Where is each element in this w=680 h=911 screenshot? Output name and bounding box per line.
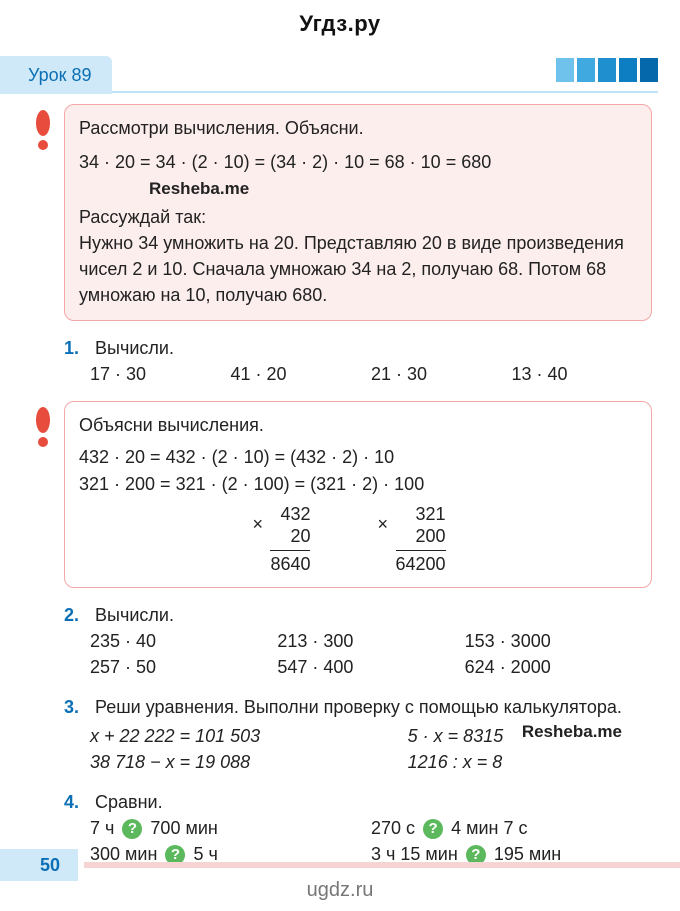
equation: 38 718 − x = 19 088: [90, 749, 408, 775]
equation: 1216 : x = 8: [408, 749, 652, 775]
right-val: 700 мин: [150, 818, 217, 838]
watermark-inline: Resheba.me: [149, 177, 637, 202]
square: [598, 58, 616, 82]
right-val: 4 мин 7 с: [451, 818, 527, 838]
task-title: Реши уравнения. Выполни проверку с помощ…: [95, 697, 622, 717]
text-line: 321 · 200 = 321 · (2 · 100) = (321 · 2) …: [79, 471, 637, 497]
watermark-top: Угдз.ру: [0, 8, 680, 40]
page-content: Рассмотри вычисления. Объясни. 34 · 20 =…: [28, 104, 652, 867]
watermark-inline: Resheba.me: [522, 720, 622, 745]
task-row: 7 ч ? 700 мин 270 с ? 4 мин 7 с: [90, 815, 652, 841]
question-mark-icon: ?: [423, 819, 443, 839]
expression: 41 · 20: [231, 361, 372, 387]
question-mark-icon: ?: [122, 819, 142, 839]
task-number: 3.: [64, 694, 90, 720]
expression: 153 · 3000: [465, 628, 652, 654]
task-number: 2.: [64, 602, 90, 628]
task-header: 1. Вычисли.: [64, 335, 652, 361]
lesson-tab: Урок 89: [0, 56, 112, 94]
task-title: Вычисли.: [95, 605, 174, 625]
task-header: 4. Сравни.: [64, 789, 652, 815]
text-line: Рассмотри вычисления. Объясни.: [79, 115, 637, 141]
multiplier: 200: [396, 525, 446, 548]
expression: 624 · 2000: [465, 654, 652, 680]
expression: 13 · 40: [512, 361, 653, 387]
task-1: 1. Вычисли. 17 · 30 41 · 20 21 · 30 13 ·…: [64, 335, 652, 387]
exclamation-icon: [29, 109, 57, 153]
expression: 235 · 40: [90, 628, 277, 654]
result: 64200: [396, 550, 446, 576]
equation: x + 22 222 = 101 503: [90, 723, 408, 749]
vertical-mult-row: 432 20 8640 321 200 64200: [79, 497, 637, 576]
expression: 21 · 30: [371, 361, 512, 387]
task-row: 17 · 30 41 · 20 21 · 30 13 · 40: [90, 361, 652, 387]
decorative-squares: [556, 58, 658, 82]
text-line: Объясни вычисления.: [79, 412, 637, 438]
multiplier: 20: [270, 525, 310, 548]
expression: 547 · 400: [277, 654, 464, 680]
task-2: 2. Вычисли. 235 · 40 213 · 300 153 · 300…: [64, 602, 652, 680]
multiplicand: 321: [396, 503, 446, 526]
square: [640, 58, 658, 82]
task-title: Вычисли.: [95, 338, 174, 358]
vertical-multiplication: 321 200 64200: [396, 503, 446, 576]
task-row: 38 718 − x = 19 088 1216 : x = 8: [90, 749, 652, 775]
square: [577, 58, 595, 82]
text-line: Рассуждай так:: [79, 204, 637, 230]
square: [619, 58, 637, 82]
task-row: 235 · 40 213 · 300 153 · 3000: [90, 628, 652, 654]
task-3: 3. Реши уравнения. Выполни проверку с по…: [64, 694, 652, 774]
task-title: Сравни.: [95, 792, 163, 812]
expression: 213 · 300: [277, 628, 464, 654]
text-line: Нужно 34 умножить на 20. Представляю 20 …: [79, 230, 637, 308]
example-box-2: Объясни вычисления. 432 · 20 = 432 · (2 …: [64, 401, 652, 588]
example-box-1: Рассмотри вычисления. Объясни. 34 · 20 =…: [64, 104, 652, 321]
task-header: 3. Реши уравнения. Выполни проверку с по…: [64, 694, 652, 720]
decorative-bar: [84, 862, 680, 868]
multiplicand: 432: [270, 503, 310, 526]
left-val: 7 ч: [90, 818, 114, 838]
expression: 257 · 50: [90, 654, 277, 680]
task-row: 257 · 50 547 · 400 624 · 2000: [90, 654, 652, 680]
task-header: 2. Вычисли.: [64, 602, 652, 628]
watermark-bottom: ugdz.ru: [0, 876, 680, 905]
vertical-multiplication: 432 20 8640: [270, 503, 310, 576]
comparison: 270 с ? 4 мин 7 с: [371, 815, 652, 841]
text-line: 432 · 20 = 432 · (2 · 10) = (432 · 2) · …: [79, 444, 637, 470]
comparison: 7 ч ? 700 мин: [90, 815, 371, 841]
square: [556, 58, 574, 82]
text-line: 34 · 20 = 34 · (2 · 10) = (34 · 2) · 10 …: [79, 149, 637, 175]
left-val: 270 с: [371, 818, 415, 838]
task-number: 4.: [64, 789, 90, 815]
exclamation-icon: [29, 406, 57, 450]
task-number: 1.: [64, 335, 90, 361]
result: 8640: [270, 550, 310, 576]
expression: 17 · 30: [90, 361, 231, 387]
